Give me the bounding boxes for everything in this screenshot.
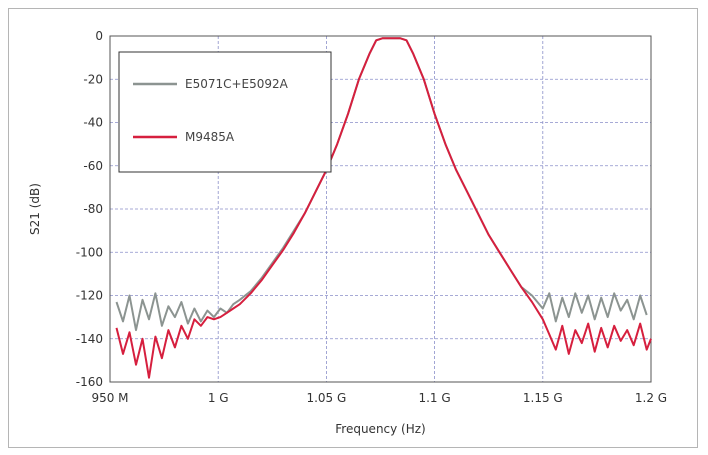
y-tick-label-4: -80 (83, 202, 103, 216)
x-tick-label-1: 1 G (208, 391, 229, 405)
x-tick-label-5: 1.2 G (635, 391, 667, 405)
y-tick-label-1: -20 (83, 72, 103, 86)
series-line-1 (115, 37, 652, 379)
legend-box (118, 51, 332, 173)
x-tick-label-4: 1.15 G (523, 391, 563, 405)
y-tick-label-2: -40 (83, 116, 103, 130)
x-tick-label-0: 950 M (91, 391, 128, 405)
y-axis-label: S21 (dB) (28, 183, 42, 235)
y-tick-label-8: -160 (76, 375, 103, 389)
legend-label-1: M9485A (185, 130, 235, 144)
chart-frame: 0 -20 -40 -60 -80 -100 -120 -140 -160 950 M 1 G 1.0… (8, 8, 698, 448)
chart-svg: 0 -20 -40 -60 -80 -100 -120 -140 -160 950 M 1 G 1.0… (28, 29, 667, 436)
x-tick-label-2: 1.05 G (306, 391, 346, 405)
x-tick-label-3: 1.1 G (418, 391, 450, 405)
plot-border (109, 35, 652, 383)
y-tick-label-3: -60 (83, 159, 103, 173)
x-axis-label: Frequency (Hz) (335, 422, 426, 436)
y-tick-label-6: -120 (76, 289, 103, 303)
legend-label-0: E5071C+E5092A (185, 77, 289, 91)
y-tick-label-0: 0 (95, 29, 103, 43)
y-tick-label-5: -100 (76, 245, 103, 259)
y-tick-label-7: -140 (76, 332, 103, 346)
